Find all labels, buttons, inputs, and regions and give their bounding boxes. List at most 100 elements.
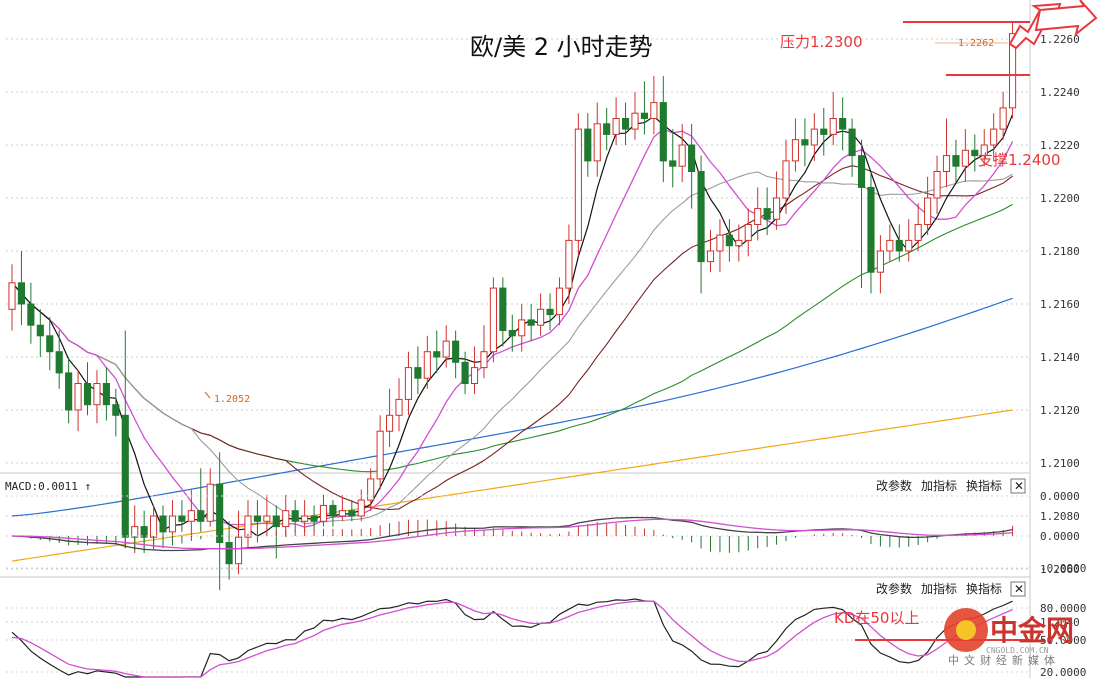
price-tick-label: 1.2060 [1040, 563, 1080, 576]
candle-body [527, 319, 535, 326]
candle-body [518, 319, 526, 337]
candle-body [574, 128, 582, 241]
candle-body [112, 404, 120, 416]
ma120-line [11, 297, 1013, 517]
candle-body [442, 340, 450, 358]
candle-body [291, 510, 299, 522]
candle-body [404, 367, 413, 400]
candle-body [386, 414, 394, 432]
macd-value-label: MACD:0.0011 ↑ [5, 480, 91, 493]
candle-body [829, 118, 837, 135]
candle-body [933, 171, 941, 199]
candle-body [763, 208, 771, 220]
candle-body [310, 515, 318, 522]
candle-body [952, 155, 960, 167]
candle-body [216, 483, 224, 544]
candle-body [272, 515, 280, 528]
candle-body [55, 351, 63, 374]
candle-body [168, 515, 177, 533]
candle-body [584, 128, 592, 162]
candle-body [773, 197, 781, 220]
candle-body [178, 515, 186, 522]
candle-body [867, 186, 875, 273]
macd-tick-label: -0.0000 [1040, 562, 1086, 575]
candle-body [65, 372, 73, 411]
right-arrow-icon [1034, 0, 1098, 37]
candle-body [631, 112, 639, 130]
candle-body [489, 287, 497, 353]
candle-body [848, 128, 856, 157]
candle-body [348, 510, 356, 517]
candle-body [74, 383, 82, 411]
candle-body [990, 128, 998, 146]
candle-body [961, 149, 969, 167]
candle-body [234, 536, 243, 565]
candle-body [697, 171, 705, 263]
macd-tick-label: 0.0000 [1040, 530, 1080, 543]
candle-body [612, 118, 620, 135]
candle-body [839, 118, 847, 130]
candle-body [621, 118, 630, 130]
candle-body [725, 234, 733, 247]
price-tick-label: 1.2080 [1040, 510, 1080, 523]
candle-body [801, 139, 809, 146]
candle-body [914, 224, 922, 241]
low-marker-tick [204, 391, 211, 399]
candle-body [810, 128, 818, 146]
candle-body [282, 510, 290, 528]
candle-body [659, 102, 667, 162]
kd-add-indicator-button[interactable]: 加指标 [921, 581, 957, 596]
candle-body [93, 383, 101, 406]
candle-body [36, 324, 44, 337]
chart-title: 欧/美 2 小时走势 [470, 33, 653, 61]
candle-body [1008, 33, 1017, 109]
candle-body [46, 335, 54, 353]
candle-body [414, 367, 422, 379]
candle-body [924, 197, 932, 225]
support-annotation: 支撑1.2400 [978, 151, 1061, 169]
watermark-tagline: 中文财经新媒体 [948, 653, 1060, 667]
watermark-brand: 中金网 [990, 614, 1074, 647]
candle-body [17, 282, 26, 305]
price-tick-label: 1.2260 [1040, 33, 1080, 46]
candle-body [206, 483, 214, 522]
candle-body [197, 510, 205, 522]
price-tick-label: 1.2040 [1040, 616, 1080, 629]
candle-body [470, 367, 479, 385]
ma240-line [11, 409, 1013, 562]
candle-body [461, 361, 469, 384]
macd-close-box [1010, 478, 1026, 494]
macd-close-icon[interactable]: ✕ [1014, 479, 1024, 493]
candle-body [499, 287, 507, 332]
low-price-label: 1.2052 [214, 394, 250, 405]
kd-tick-label: 50.0000 [1040, 634, 1086, 647]
candle-body [376, 430, 384, 480]
candle-body [244, 515, 252, 538]
candle-body [688, 144, 696, 172]
kd-switch-indicator-button[interactable]: 换指标 [966, 581, 1002, 596]
kd-annotation: KD在50以上 [834, 609, 919, 627]
candle-body [857, 155, 866, 188]
candle-body [876, 250, 884, 273]
macd-switch-indicator-button[interactable]: 换指标 [966, 478, 1002, 493]
price-tick-label: 1.2120 [1040, 404, 1080, 417]
candle-body [603, 123, 611, 135]
price-tick-label: 1.2140 [1040, 351, 1080, 364]
macd-add-indicator-button[interactable]: 加指标 [921, 478, 957, 493]
macd-edit-params-button[interactable]: 改参数 [876, 478, 912, 493]
candle-body [971, 149, 979, 157]
watermark-url: CNGOLD.COM.CN [986, 646, 1049, 655]
candle-body [820, 128, 828, 135]
kd-close-box [1010, 581, 1026, 597]
candle-body [999, 107, 1007, 130]
kd-edit-params-button[interactable]: 改参数 [876, 581, 912, 596]
candle-body [678, 144, 686, 167]
kd-close-icon[interactable]: ✕ [1014, 582, 1024, 596]
candle-body [754, 208, 762, 226]
price-tick-label: 1.2160 [1040, 298, 1080, 311]
candle-body [669, 160, 677, 167]
candle-body [905, 239, 913, 252]
